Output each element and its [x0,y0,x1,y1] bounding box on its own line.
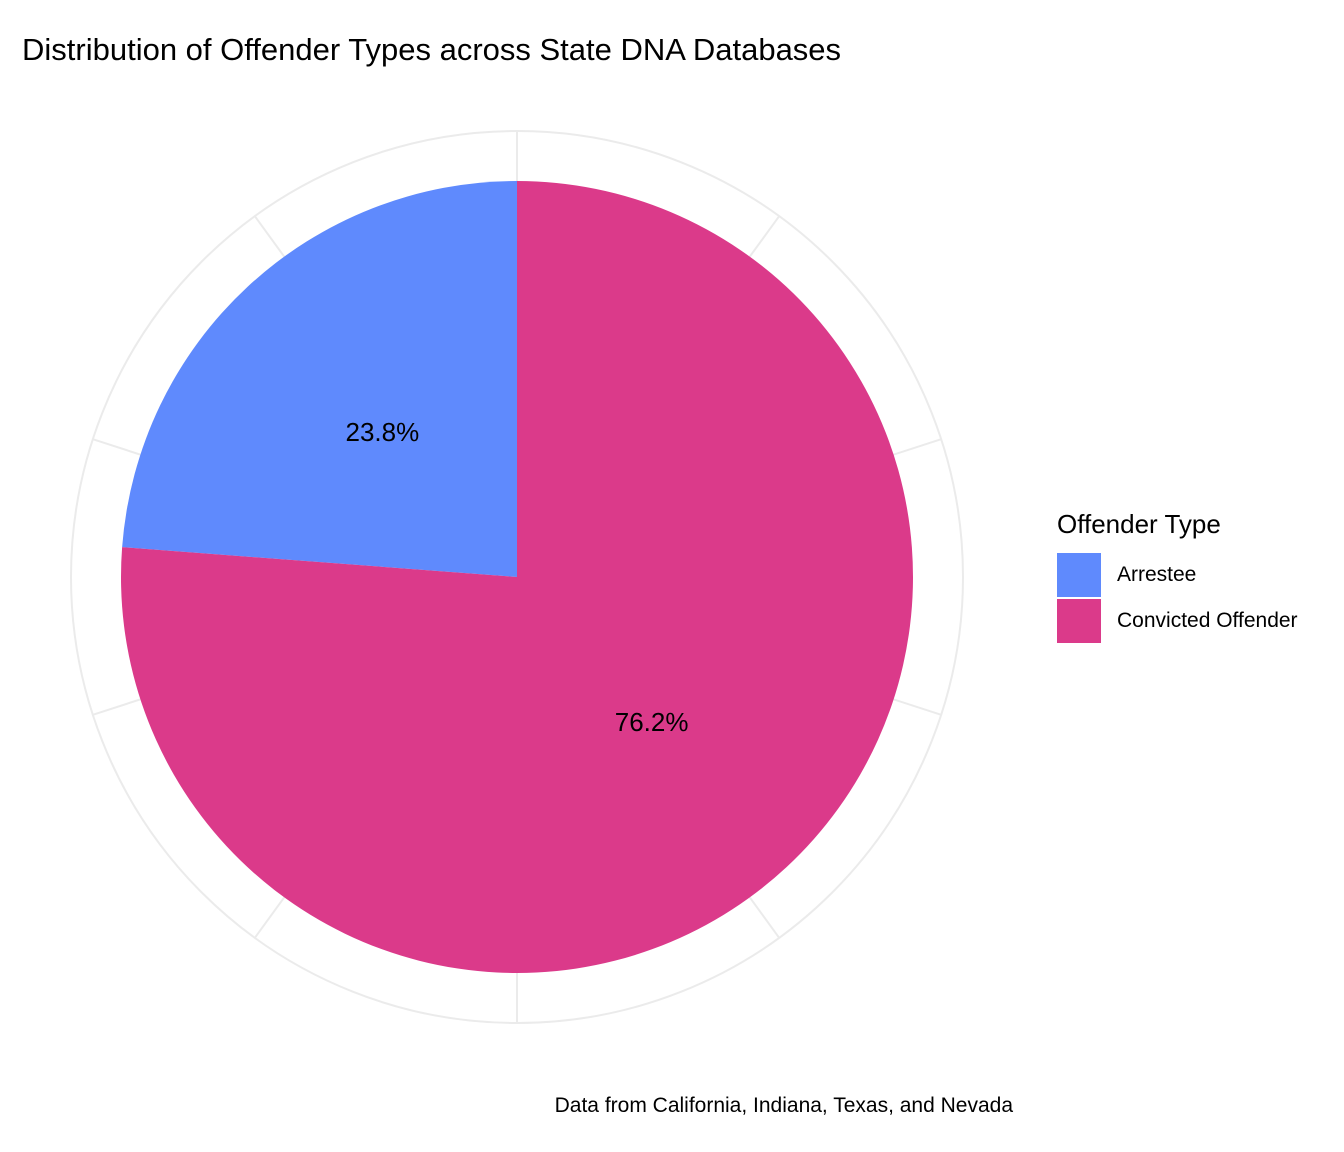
legend-label-arrestee: Arrestee [1117,563,1197,586]
legend-item-arrestee: Arrestee [1057,552,1298,598]
pie-slice-convicted-offender [121,181,913,973]
legend-label-convicted-offender: Convicted Offender [1117,609,1298,632]
chart-caption: Data from California, Indiana, Texas, an… [554,1094,1013,1117]
pie-slices [121,181,913,973]
legend-item-convicted-offender: Convicted Offender [1057,598,1298,644]
pie-label-convicted-offender: 76.2% [615,707,689,737]
pie-slice-arrestee [122,181,518,577]
legend-swatch-convicted-offender [1057,599,1101,643]
legend-title: Offender Type [1057,509,1221,539]
chart-title: Distribution of Offender Types across St… [22,32,842,67]
pie-data-labels: 23.8% 76.2% [346,417,689,737]
legend-swatch-arrestee [1057,553,1101,597]
pie-label-arrestee: 23.8% [346,417,420,447]
legend: Offender Type Arrestee Convicted Offende… [1057,506,1298,644]
